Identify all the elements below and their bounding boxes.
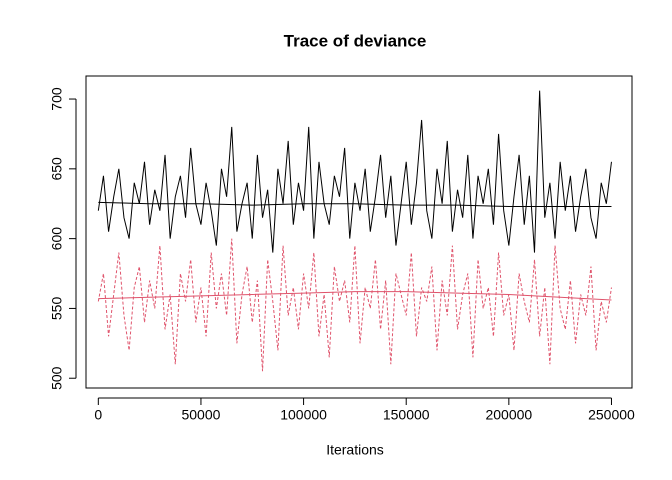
y-tick-label: 700 bbox=[49, 87, 65, 111]
trace-line bbox=[98, 291, 612, 301]
y-tick-label: 500 bbox=[49, 366, 65, 390]
plot-frame bbox=[85, 75, 633, 389]
x-tick-label: 150000 bbox=[383, 407, 430, 423]
x-tick-label: 0 bbox=[94, 407, 102, 423]
trace-line bbox=[97, 90, 612, 253]
x-axis-label: Iterations bbox=[326, 442, 384, 458]
x-tick-label: 100000 bbox=[280, 407, 327, 423]
y-tick-label: 600 bbox=[49, 227, 65, 251]
x-tick-label: 250000 bbox=[588, 407, 635, 423]
chart-title: Trace of deviance bbox=[284, 31, 427, 50]
x-tick-label: 50000 bbox=[181, 407, 220, 423]
trace-line bbox=[97, 238, 612, 372]
x-tick-label: 200000 bbox=[485, 407, 532, 423]
y-tick-label: 550 bbox=[49, 297, 65, 321]
trace-line bbox=[98, 201, 612, 208]
y-tick-label: 650 bbox=[49, 157, 65, 181]
